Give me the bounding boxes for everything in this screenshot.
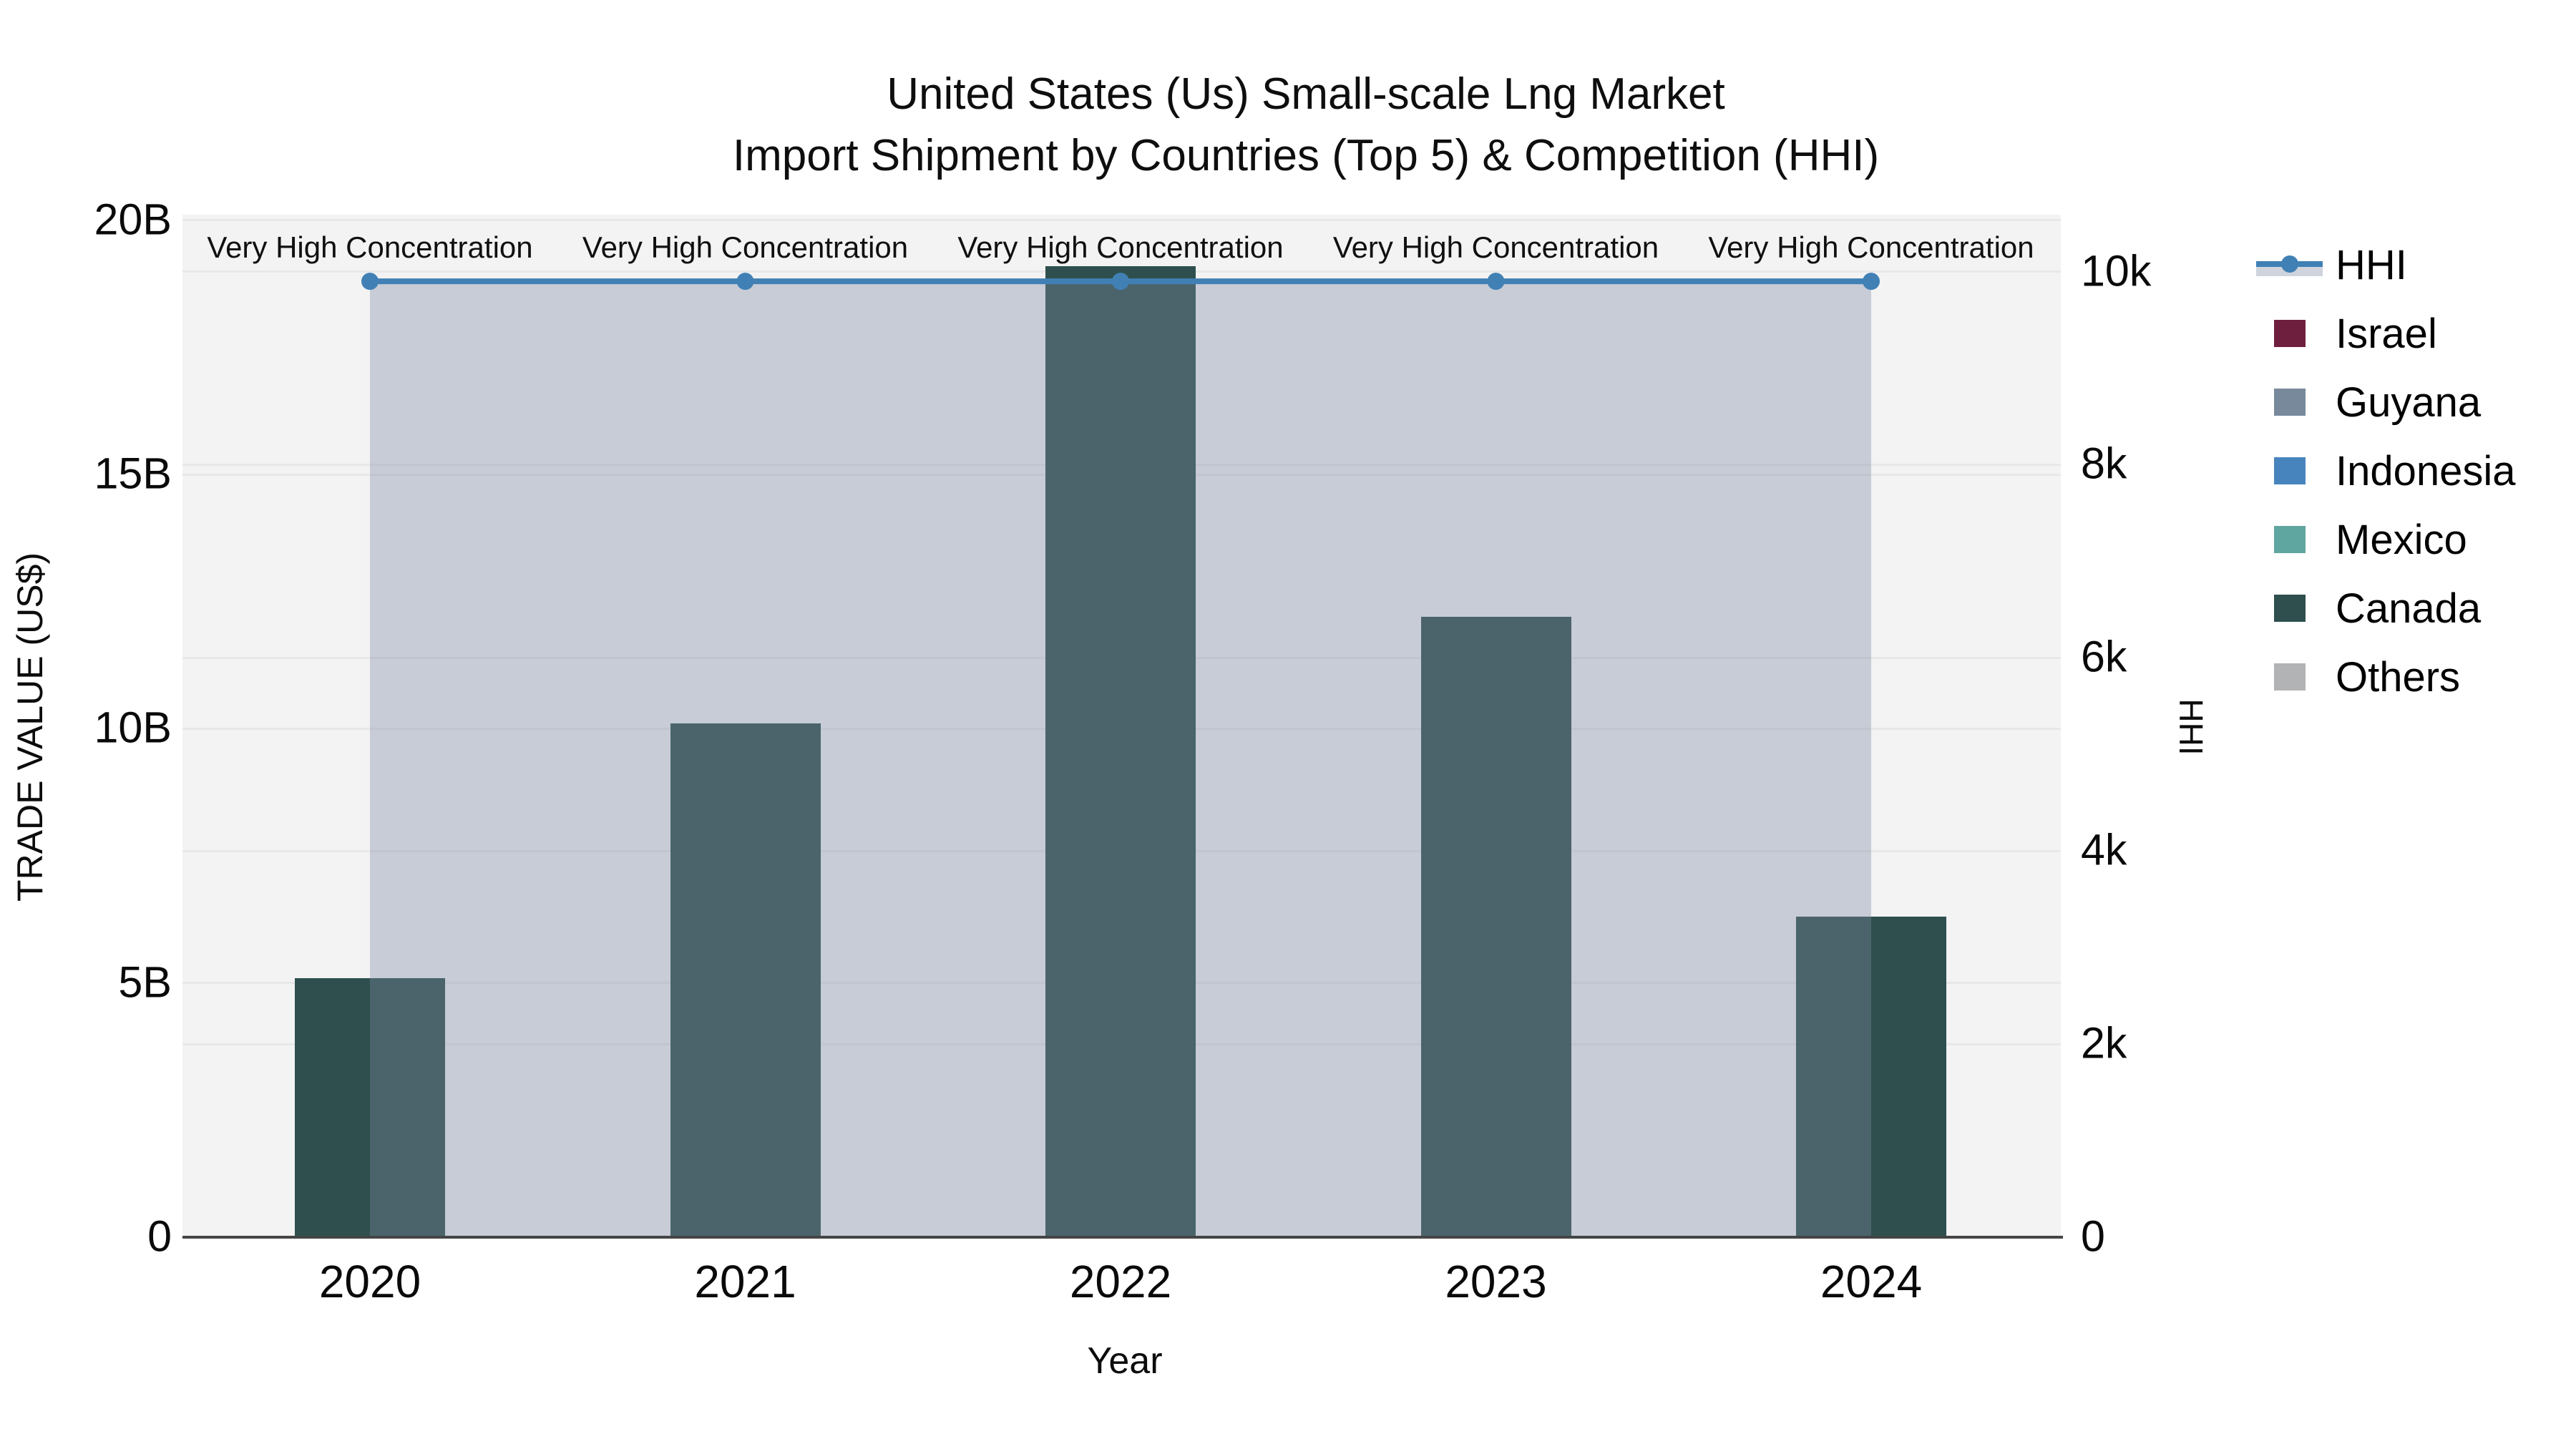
legend-label: Canada [2336, 585, 2482, 632]
legend-swatch-icon [2256, 455, 2323, 487]
chart-title-line1: United States (Us) Small-scale Lng Marke… [887, 69, 1725, 119]
legend-item-indonesia[interactable]: Indonesia [2256, 436, 2516, 505]
legend-line-marker-icon [2256, 249, 2323, 280]
x-tick-2023: 2023 [1445, 1256, 1547, 1307]
bar-canada-2021[interactable] [670, 723, 821, 1237]
y-right-tick-0: 0 [2081, 1211, 2105, 1261]
legend-item-israel[interactable]: Israel [2256, 299, 2516, 368]
annotation-2021: Very High Concentration [582, 230, 909, 264]
legend-item-guyana[interactable]: Guyana [2256, 368, 2516, 436]
x-tick-2022: 2022 [1069, 1256, 1172, 1307]
legend-swatch [2273, 526, 2306, 553]
legend-swatch-icon [2256, 318, 2323, 349]
y-axis-right-title: HHI [2172, 698, 2210, 756]
hhi-area [370, 281, 1871, 1237]
annotation-2023: Very High Concentration [1332, 230, 1659, 264]
x-axis-line [182, 1236, 2063, 1239]
y-right-tick-4k: 4k [2081, 825, 2127, 874]
hhi-marker-2020[interactable] [361, 273, 379, 291]
chart-title-line2: Import Shipment by Countries (Top 5) & C… [732, 131, 1880, 180]
x-axis-title: Year [1087, 1340, 1163, 1382]
y-right-tick-2k: 2k [2081, 1018, 2127, 1068]
legend-swatch [2273, 595, 2306, 622]
x-tick-2021: 2021 [694, 1256, 796, 1307]
annotation-2020: Very High Concentration [207, 230, 533, 264]
y-axis-left-title: TRADE VALUE (US$) [10, 552, 50, 902]
plot-area: Very High Concentration Very High Concent… [182, 215, 2061, 1237]
legend-swatch [2273, 457, 2306, 484]
annotation-2022: Very High Concentration [957, 230, 1284, 264]
legend-swatch-icon [2256, 592, 2323, 624]
legend: HHI Israel Guyana Indonesia Mexico Canada Othe… [2256, 230, 2516, 711]
legend-swatch-icon [2256, 524, 2323, 555]
hhi-marker-2024[interactable] [1863, 273, 1880, 291]
y-left-tick-0: 0 [147, 1211, 172, 1261]
legend-label: Others [2336, 653, 2461, 701]
gridline-left-20B [182, 219, 2061, 222]
y-left-tick-5B: 5B [118, 957, 172, 1007]
legend-swatch [2273, 320, 2306, 347]
y-left-tick-10B: 10B [94, 703, 172, 753]
legend-item-hhi[interactable]: HHI [2256, 230, 2516, 299]
legend-label: Israel [2336, 310, 2437, 357]
legend-swatch [2273, 663, 2306, 691]
legend-item-others[interactable]: Others [2256, 643, 2516, 711]
legend-label: Guyana [2336, 379, 2482, 426]
legend-item-mexico[interactable]: Mexico [2256, 505, 2516, 574]
x-tick-2020: 2020 [318, 1256, 421, 1307]
legend-label: Mexico [2336, 516, 2467, 563]
hhi-line-chart [361, 273, 1880, 291]
legend-swatch-icon [2256, 661, 2323, 693]
hhi-marker-2023[interactable] [1487, 273, 1505, 291]
y-right-tick-10k: 10k [2081, 246, 2152, 296]
legend-label: Indonesia [2336, 447, 2516, 494]
y-right-tick-6k: 6k [2081, 632, 2127, 681]
hhi-marker-2022[interactable] [1112, 273, 1129, 291]
bar-canada-2023[interactable] [1420, 617, 1571, 1237]
legend-dot [2280, 255, 2298, 273]
legend-swatch-icon [2256, 386, 2323, 418]
y-right-tick-8k: 8k [2081, 439, 2127, 489]
bar-canada-2020[interactable] [295, 977, 445, 1237]
y-left-tick-20B: 20B [94, 195, 172, 244]
y-left-tick-15B: 15B [94, 449, 172, 498]
legend-item-canada[interactable]: Canada [2256, 574, 2516, 643]
x-tick-2024: 2024 [1820, 1256, 1923, 1307]
bar-canada-2024[interactable] [1796, 917, 1946, 1237]
bar-canada-2022[interactable] [1045, 265, 1196, 1237]
hhi-marker-2021[interactable] [736, 273, 754, 291]
legend-label: HHI [2336, 241, 2407, 288]
annotation-2024: Very High Concentration [1708, 230, 2034, 264]
legend-swatch [2273, 389, 2306, 416]
